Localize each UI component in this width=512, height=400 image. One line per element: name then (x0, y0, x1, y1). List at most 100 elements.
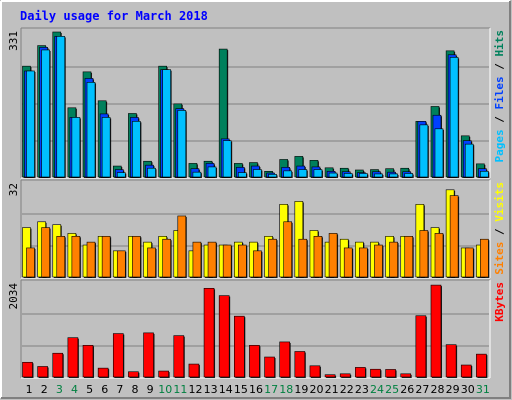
legend-entry: Hits (493, 30, 506, 57)
bar-pages-10 (162, 69, 171, 178)
bar-sites-16 (253, 250, 262, 278)
bar-kbytes-11 (173, 335, 185, 378)
bar-pages-22 (343, 173, 353, 178)
legend-kbytes: KBytes (493, 282, 506, 322)
x-tick-label: 27 (415, 383, 429, 396)
bar-pages-4 (71, 117, 81, 178)
bar-sites-9 (147, 247, 156, 278)
x-tick-label: 5 (86, 383, 93, 396)
bar-kbytes-23 (355, 367, 366, 378)
bar-pages-20 (313, 169, 323, 178)
bar-sites-11 (177, 215, 187, 278)
bar-kbytes-20 (309, 365, 321, 378)
bar-pages-18 (283, 170, 292, 178)
bar-sites-28 (434, 233, 444, 278)
bar-sites-15 (238, 244, 247, 278)
x-tick-label: 22 (340, 383, 354, 396)
bar-pages-27 (419, 124, 429, 178)
bar-sites-19 (298, 238, 308, 278)
bar-pages-13 (207, 166, 217, 178)
bar-sites-12 (192, 241, 202, 278)
x-tick-label: 6 (101, 383, 108, 396)
bar-kbytes-25 (385, 369, 396, 378)
x-tick-label: 17 (264, 383, 278, 396)
bar-kbytes-22 (339, 373, 351, 378)
bar-sites-8 (132, 236, 141, 278)
x-tick-label: 2 (41, 383, 48, 396)
legend-entry: Files (493, 76, 506, 109)
bar-sites-29 (449, 195, 459, 278)
bar-pages-29 (449, 57, 459, 178)
bar-kbytes-6 (97, 367, 109, 378)
x-tick-label: 20 (310, 383, 324, 396)
bar-kbytes-17 (264, 356, 275, 378)
bar-pages-25 (389, 173, 398, 178)
bar-pages-2 (41, 49, 50, 178)
bar-sites-25 (389, 241, 398, 278)
bar-sites-7 (116, 250, 126, 278)
x-tick-label: 4 (71, 383, 78, 396)
x-tick-label: 24 (370, 383, 384, 396)
bar-pages-26 (404, 173, 414, 178)
bar-kbytes-12 (188, 363, 200, 378)
bar-pages-7 (116, 172, 126, 178)
bar-kbytes-4 (67, 337, 79, 378)
legend-entry: Visits (493, 182, 506, 222)
bar-sites-27 (419, 230, 429, 278)
x-tick-label: 29 (446, 383, 460, 396)
bar-kbytes-13 (203, 287, 215, 378)
max-label-hits-files-pages: 331 (7, 31, 20, 51)
x-tick-label: 21 (325, 383, 339, 396)
bar-pages-8 (132, 121, 141, 178)
bar-pages-15 (238, 172, 247, 178)
x-tick-label: 28 (431, 383, 445, 396)
series-kbytes (22, 284, 488, 378)
bar-sites-5 (86, 241, 96, 278)
x-tick-label: 9 (147, 383, 154, 396)
bar-sites-24 (374, 244, 383, 278)
bar-sites-26 (404, 236, 414, 278)
x-tick-label: 25 (385, 383, 399, 396)
bar-pages-30 (464, 143, 474, 178)
bar-kbytes-18 (279, 341, 290, 378)
x-tick-label: 30 (461, 383, 475, 396)
bar-pages-6 (101, 117, 111, 178)
bar-kbytes-10 (158, 370, 169, 378)
legend-entry: / (493, 57, 506, 77)
bar-kbytes-3 (52, 352, 64, 378)
bar-pages-19 (298, 169, 308, 178)
bar-kbytes-28 (430, 284, 442, 378)
bar-kbytes-21 (324, 374, 336, 378)
bar-sites-13 (207, 241, 217, 278)
bar-pages-9 (147, 167, 156, 178)
bar-sites-2 (41, 227, 50, 278)
panel-kbytes: 2034 KBytes (7, 279, 506, 379)
bar-pages-23 (359, 173, 368, 178)
bar-sites-14 (222, 244, 232, 278)
bar-kbytes-31 (476, 353, 487, 378)
bar-sites-22 (343, 247, 353, 278)
x-tick-label: 13 (204, 383, 218, 396)
x-tick-label: 10 (158, 383, 172, 396)
max-label-visits-sites: 32 (7, 183, 20, 196)
bar-kbytes-24 (370, 368, 381, 378)
bar-sites-21 (328, 233, 338, 278)
bar-kbytes-19 (294, 351, 306, 378)
bar-sites-20 (313, 236, 323, 278)
legend-entry: Sites (493, 242, 506, 275)
bar-kbytes-8 (128, 371, 139, 378)
bar-pages-16 (253, 169, 262, 178)
bar-sites-23 (359, 247, 368, 278)
panel-visits-sites: 32 Sites / Visits (7, 179, 506, 279)
x-tick-label: 7 (116, 383, 123, 396)
x-tick-label: 3 (56, 383, 63, 396)
bar-sites-10 (162, 238, 171, 278)
bar-sites-30 (464, 247, 474, 278)
series-pages (26, 36, 490, 179)
x-tick-label: 11 (173, 383, 187, 396)
bar-pages-31 (480, 171, 489, 178)
bar-pages-28 (434, 128, 444, 178)
bar-kbytes-16 (249, 345, 260, 378)
bar-kbytes-9 (143, 332, 154, 378)
